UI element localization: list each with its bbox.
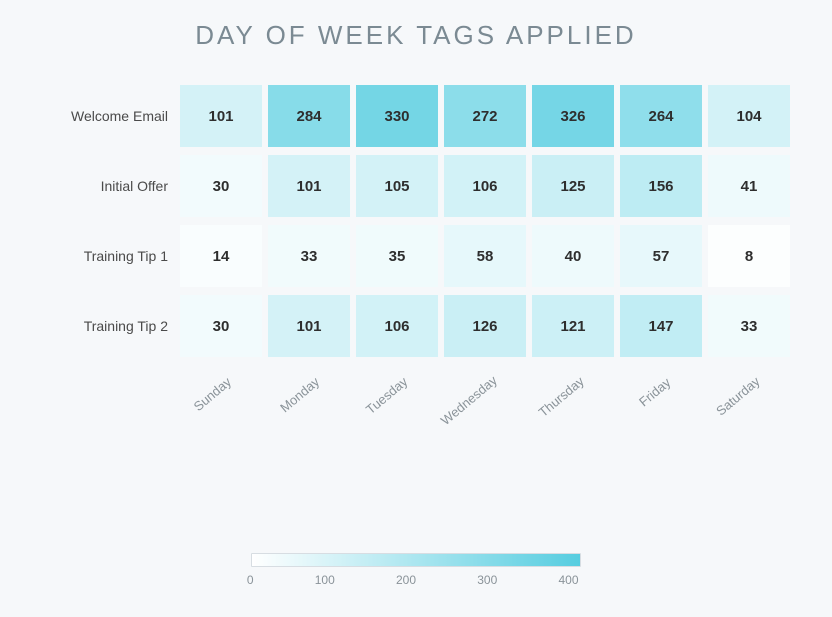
heatmap-cell: 330 (356, 85, 438, 147)
legend-ticks: 0 100 200 300 400 (251, 573, 581, 587)
heatmap-cell: 106 (356, 295, 438, 357)
row-label: Training Tip 1 (60, 248, 180, 264)
heatmap-cell: 41 (708, 155, 790, 217)
chart-container: DAY OF WEEK TAGS APPLIED Welcome Email10… (0, 0, 832, 617)
heatmap-cell: 101 (268, 295, 350, 357)
heatmap-cell: 125 (532, 155, 614, 217)
heatmap-cell: 106 (444, 155, 526, 217)
heatmap-cell: 30 (180, 295, 262, 357)
row-label: Initial Offer (60, 178, 180, 194)
heatmap-cell: 33 (268, 225, 350, 287)
heatmap-grid: Welcome Email101284330272326264104Initia… (60, 81, 800, 417)
row-cells: 101284330272326264104 (180, 85, 790, 147)
row-cells: 3010110510612515641 (180, 155, 790, 217)
heatmap-row: Welcome Email101284330272326264104 (60, 81, 800, 151)
heatmap-cell: 40 (532, 225, 614, 287)
row-label: Welcome Email (60, 108, 180, 124)
heatmap-cell: 104 (708, 85, 790, 147)
column-label: Friday (620, 367, 702, 417)
heatmap-cell: 147 (620, 295, 702, 357)
row-cells: 1433355840578 (180, 225, 790, 287)
column-label: Thursday (532, 367, 614, 417)
legend-tick: 400 (578, 573, 579, 587)
heatmap-cell: 284 (268, 85, 350, 147)
heatmap-cell: 33 (708, 295, 790, 357)
heatmap-cell: 35 (356, 225, 438, 287)
heatmap-cell: 101 (180, 85, 262, 147)
legend-gradient-bar (251, 553, 581, 567)
heatmap-cell: 126 (444, 295, 526, 357)
legend-tick: 200 (416, 573, 417, 587)
heatmap-cell: 264 (620, 85, 702, 147)
chart-title: DAY OF WEEK TAGS APPLIED (0, 20, 832, 51)
column-label: Monday (268, 367, 350, 417)
heatmap-cell: 14 (180, 225, 262, 287)
heatmap-cell: 58 (444, 225, 526, 287)
column-label: Tuesday (356, 367, 438, 417)
heatmap-row: Training Tip 23010110612612114733 (60, 291, 800, 361)
legend-tick: 300 (497, 573, 498, 587)
heatmap-cell: 272 (444, 85, 526, 147)
legend-tick: 100 (334, 573, 335, 587)
heatmap-cell: 30 (180, 155, 262, 217)
heatmap-cell: 8 (708, 225, 790, 287)
heatmap-cell: 156 (620, 155, 702, 217)
heatmap-row: Training Tip 11433355840578 (60, 221, 800, 291)
heatmap-cell: 326 (532, 85, 614, 147)
color-legend: 0 100 200 300 400 (0, 553, 832, 587)
column-label: Saturday (708, 367, 790, 417)
heatmap-cell: 105 (356, 155, 438, 217)
heatmap-cell: 101 (268, 155, 350, 217)
heatmap-row: Initial Offer3010110510612515641 (60, 151, 800, 221)
column-label: Wednesday (444, 367, 526, 417)
column-label: Sunday (180, 367, 262, 417)
heatmap-cell: 121 (532, 295, 614, 357)
x-axis-labels: SundayMondayTuesdayWednesdayThursdayFrid… (180, 367, 800, 417)
legend-tick: 0 (253, 573, 254, 587)
row-label: Training Tip 2 (60, 318, 180, 334)
row-cells: 3010110612612114733 (180, 295, 790, 357)
heatmap-cell: 57 (620, 225, 702, 287)
